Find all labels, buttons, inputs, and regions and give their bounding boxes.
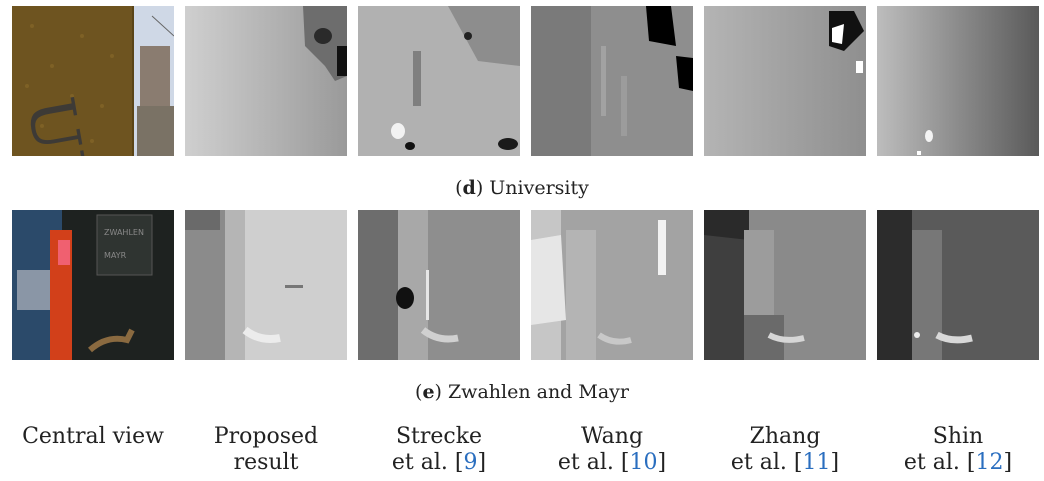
column-label-line2: result — [233, 450, 299, 475]
svg-text:ZWAHLEN: ZWAHLEN — [104, 228, 144, 237]
citation-link[interactable]: 9 — [463, 450, 478, 475]
citation-link[interactable]: 11 — [802, 450, 831, 475]
citation-link[interactable]: 12 — [975, 450, 1004, 475]
column-label-zhang: Zhang et al. [11] — [704, 424, 866, 476]
proposed-depth-zwahlen — [185, 210, 347, 360]
figure-row-university: UNIV — [0, 6, 1044, 156]
proposed-depth-university — [185, 6, 347, 156]
wang-depth-zwahlen — [531, 210, 693, 360]
caption-zwahlen-and-mayr: (e) Zwahlen and Mayr — [415, 381, 629, 403]
column-labels: Central view Proposed result Strecke et … — [0, 424, 1044, 476]
shin-depth-university — [877, 6, 1039, 156]
column-label-line1: Wang — [580, 424, 644, 449]
caption-university: (d) University — [455, 177, 589, 199]
column-label-shin: Shin et al. [12] — [877, 424, 1039, 476]
strecke-depth-zwahlen — [358, 210, 520, 360]
column-label-line2: et al. — [391, 450, 455, 475]
shin-depth-zwahlen — [877, 210, 1039, 360]
central-view-image-university: UNIV — [12, 6, 174, 156]
column-label-proposed: Proposed result — [185, 424, 347, 476]
column-label-wang: Wang et al. [10] — [531, 424, 693, 476]
column-label-line1: Shin — [932, 424, 984, 449]
column-label-central-view: Central view — [12, 424, 174, 450]
caption-text: University — [489, 177, 589, 199]
caption-text: Zwahlen and Mayr — [447, 381, 629, 403]
citation-link[interactable]: 10 — [629, 450, 658, 475]
zhang-depth-university — [704, 6, 866, 156]
figure-row-zwahlen-and-mayr: ZWAHLEN MAYR — [0, 210, 1044, 360]
column-label-strecke: Strecke et al. [9] — [358, 424, 520, 476]
column-label-line1: Zhang — [749, 424, 821, 449]
column-label-line2: et al. — [903, 450, 967, 475]
strecke-depth-university — [358, 6, 520, 156]
caption-letter: d — [462, 177, 476, 199]
column-label-line1: Proposed — [213, 424, 319, 449]
zhang-depth-zwahlen — [704, 210, 866, 360]
column-label-line2: et al. — [557, 450, 621, 475]
column-label-line1: Strecke — [395, 424, 483, 449]
central-view-image-zwahlen: ZWAHLEN MAYR — [12, 210, 174, 360]
column-label-line2: et al. — [730, 450, 794, 475]
wang-depth-university — [531, 6, 693, 156]
svg-text:MAYR: MAYR — [104, 251, 127, 260]
caption-letter: e — [422, 381, 435, 403]
column-label-line1: Central view — [22, 424, 164, 449]
